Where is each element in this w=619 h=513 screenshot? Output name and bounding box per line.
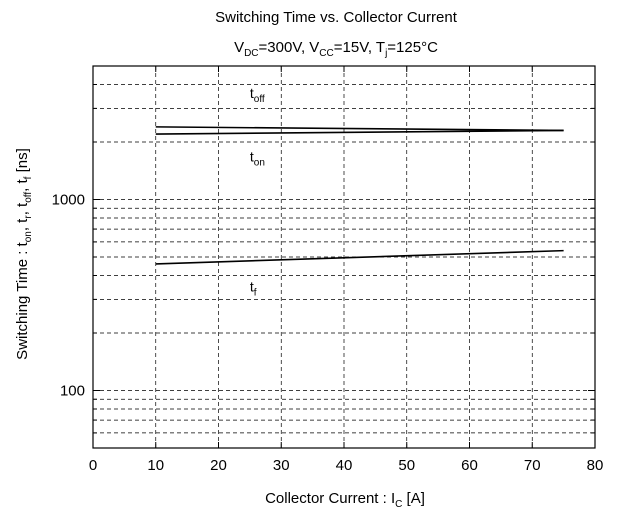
y-axis-label-p5: [ns] xyxy=(14,148,31,176)
axis-ticks xyxy=(92,65,596,449)
subtitle-eq3: =125°C xyxy=(387,39,438,56)
x-tick-label: 0 xyxy=(89,457,97,474)
x-axis-label-sub: C xyxy=(395,499,402,510)
x-tick-label: 30 xyxy=(273,457,290,474)
x-tick-label: 20 xyxy=(210,457,227,474)
x-tick-label: 70 xyxy=(524,457,541,474)
annotation-main: t xyxy=(250,278,254,294)
annotation-sub: on xyxy=(254,158,265,169)
chart-subtitle: VDC=300V, VCC=15V, Tj=125°C xyxy=(234,39,438,59)
x-tick-label: 40 xyxy=(336,457,353,474)
y-axis-label-p3: , t xyxy=(14,202,31,215)
y-axis-label-p2: , t xyxy=(14,218,31,231)
y-tick-label: 100 xyxy=(60,383,85,400)
x-axis-label-main: Collector Current : I xyxy=(265,490,395,507)
y-axis-label: Switching Time : ton, tr, toff, tf [ns] xyxy=(14,148,34,360)
y-axis-label-s3: off xyxy=(23,192,34,203)
subtitle-t: T xyxy=(376,39,385,56)
x-tick-label: 10 xyxy=(147,457,164,474)
subtitle-j: j xyxy=(384,48,387,59)
y-axis-label-s4: f xyxy=(23,176,34,179)
subtitle-dc: DC xyxy=(244,48,258,59)
annotation-t-f: tf xyxy=(250,278,257,298)
series-line-t-off xyxy=(155,126,564,132)
x-tick-label: 80 xyxy=(587,457,604,474)
subtitle-cc: CC xyxy=(319,48,333,59)
annotation-sub: off xyxy=(254,94,265,105)
annotation-sub: f xyxy=(254,287,257,298)
y-axis-label-p4: , t xyxy=(14,179,31,192)
annotation-t-off: toff xyxy=(250,85,265,105)
x-axis-label-unit: [A] xyxy=(402,490,425,507)
subtitle-eq1: =300V, xyxy=(259,39,310,56)
x-tick-label: 60 xyxy=(461,457,478,474)
annotation-main: t xyxy=(250,149,254,165)
tick-labels: 0 10 20 30 40 50 60 70 80 100 1000 xyxy=(52,192,604,474)
y-tick-label: 1000 xyxy=(52,192,85,209)
series-lines xyxy=(155,126,564,265)
x-axis-label: Collector Current : IC [A] xyxy=(265,490,425,510)
subtitle-v2: V xyxy=(309,39,319,56)
series-line-t-on xyxy=(155,129,564,135)
annotation-main: t xyxy=(250,85,254,101)
subtitle-eq2: =15V, xyxy=(334,39,376,56)
y-axis-label-p1: Switching Time : t xyxy=(14,241,31,359)
y-axis-label-s2: r xyxy=(23,215,34,219)
series-line-t-f xyxy=(155,249,564,265)
annotation-t-on: ton xyxy=(250,149,265,169)
y-axis-label-s1: on xyxy=(23,231,34,242)
subtitle-v: V xyxy=(234,39,244,56)
x-tick-label: 50 xyxy=(398,457,415,474)
chart-title: Switching Time vs. Collector Current xyxy=(215,9,458,26)
